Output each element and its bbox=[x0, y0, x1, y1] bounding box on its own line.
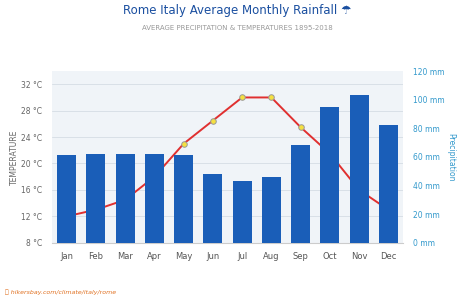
Bar bbox=[320, 107, 339, 243]
Bar bbox=[349, 95, 369, 243]
Y-axis label: TEMPERATURE: TEMPERATURE bbox=[9, 129, 18, 185]
Bar bbox=[145, 154, 164, 243]
Y-axis label: Precipitation: Precipitation bbox=[447, 133, 456, 181]
Bar bbox=[116, 154, 135, 243]
Bar bbox=[57, 155, 76, 243]
Bar bbox=[291, 145, 310, 243]
Legend: TEMPERATURE, RAINFALL: TEMPERATURE, RAINFALL bbox=[151, 295, 304, 296]
Bar bbox=[233, 181, 252, 243]
Bar bbox=[262, 177, 281, 243]
Bar bbox=[86, 154, 106, 243]
Bar bbox=[174, 155, 193, 243]
Text: Rome Italy Average Monthly Rainfall ☂: Rome Italy Average Monthly Rainfall ☂ bbox=[123, 4, 351, 17]
Text: AVERAGE PRECIPITATION & TEMPERATURES 1895-2018: AVERAGE PRECIPITATION & TEMPERATURES 189… bbox=[142, 25, 332, 31]
Bar bbox=[379, 126, 398, 243]
Bar bbox=[203, 174, 222, 243]
Text: ⵠ hikersbay.com/climate/italy/rome: ⵠ hikersbay.com/climate/italy/rome bbox=[5, 289, 116, 295]
